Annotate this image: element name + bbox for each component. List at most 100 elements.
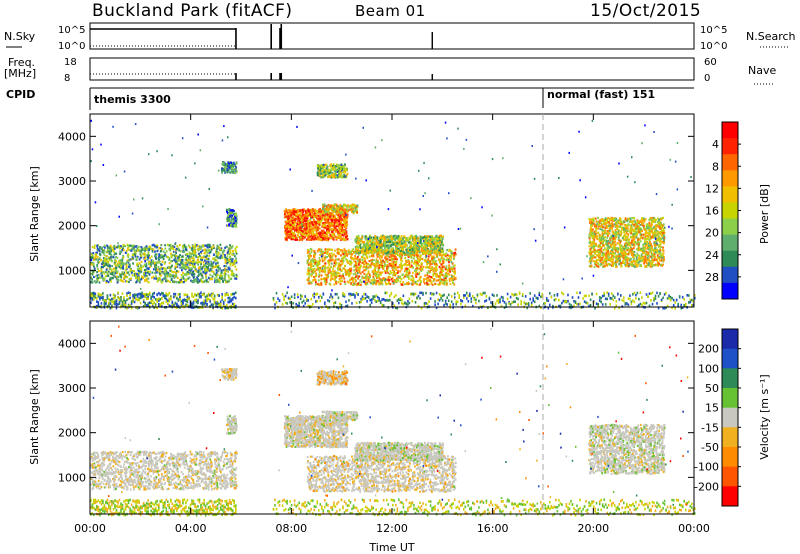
scatter-cell: [543, 302, 545, 306]
scatter-cell: [335, 225, 338, 228]
scatter-cell: [293, 233, 296, 236]
scatter-cell: [168, 249, 171, 252]
scatter-cell: [312, 294, 314, 297]
scatter-cell: [284, 209, 287, 212]
scatter-cell: [212, 270, 215, 273]
scatter-cell: [117, 279, 120, 282]
scatter-cell: [148, 260, 151, 263]
scatter-cell: [142, 252, 145, 255]
scatter-cell: [178, 255, 180, 258]
scatter-cell: [196, 280, 199, 283]
scatter-cell: [330, 294, 332, 298]
scatter-cell: [225, 170, 227, 173]
scatter-cell: [326, 235, 329, 238]
scatter-cell: [346, 238, 349, 241]
scatter-cell: [108, 297, 110, 301]
scatter-cell: [309, 229, 311, 232]
scatter-cell: [621, 298, 624, 302]
scatter-cell: [205, 255, 207, 258]
scatter-cell: [91, 298, 94, 301]
scatter-cell: [202, 244, 204, 247]
scatter-cell: [219, 256, 222, 259]
scatter-cell: [213, 246, 215, 249]
scatter-cell: [636, 291, 639, 295]
scatter-cell: [96, 280, 98, 283]
scatter-cell: [402, 302, 405, 306]
scatter-cell: [220, 269, 223, 272]
freq-tick-bottom: 8: [64, 73, 70, 84]
scatter-cell: [205, 244, 208, 247]
scatter-cell: [228, 300, 231, 304]
scatter-cell: [298, 228, 301, 231]
scatter-cell: [103, 272, 106, 275]
scatter-cell: [133, 270, 135, 273]
scatter-cell: [138, 292, 140, 296]
scatter-cell: [319, 266, 322, 270]
scatter-cell: [351, 302, 353, 305]
scatter-cell: [466, 291, 468, 295]
scatter-cell: [511, 301, 513, 304]
scatter-cell: [159, 293, 162, 296]
scatter-cell: [328, 231, 331, 235]
scatter-cell: [408, 260, 410, 263]
scatter-cell: [312, 218, 315, 221]
scatter-cell: [217, 251, 220, 254]
scatter-cell: [176, 263, 179, 266]
scatter-cell: [125, 264, 128, 267]
scatter-cell: [158, 271, 161, 274]
scatter-cell: [574, 300, 577, 303]
scatter-cell: [286, 215, 289, 218]
scatter-cell: [346, 208, 349, 211]
scatter-cell: [228, 250, 231, 253]
scatter-cell: [227, 293, 229, 297]
scatter-cell: [133, 300, 136, 304]
scatter-cell: [163, 270, 166, 273]
scatter-cell: [338, 272, 341, 275]
scatter-cell: [207, 276, 210, 279]
scatter-cell: [227, 250, 230, 253]
scatter-cell: [191, 267, 193, 270]
scatter-cell: [154, 255, 156, 258]
scatter-cell: [318, 223, 321, 226]
scatter-cell: [183, 250, 185, 253]
noise-panel-frame: [89, 22, 695, 50]
scatter-cell: [456, 291, 459, 295]
scatter-cell: [163, 267, 166, 270]
scatter-cell: [209, 273, 212, 276]
scatter-cell: [680, 303, 682, 307]
scatter-cell: [335, 228, 338, 231]
scatter-cell: [173, 295, 175, 299]
date-label: 15/Oct/2015: [590, 1, 701, 21]
scatter-cell: [183, 293, 186, 297]
scatter-cell: [227, 276, 230, 279]
scatter-cell: [284, 237, 287, 240]
scatter-cell: [164, 273, 167, 276]
scatter-cell: [315, 293, 317, 296]
scatter-cell: [109, 272, 112, 275]
scatter-cell: [334, 249, 336, 252]
scatter-cell: [467, 300, 470, 303]
scatter-cell: [334, 228, 336, 232]
scatter-cell: [689, 298, 692, 302]
scatter-cell: [188, 244, 190, 247]
scatter-cell: [180, 273, 183, 277]
scatter-cell: [128, 248, 131, 251]
scatter-cell: [601, 303, 604, 306]
scatter-cell: [224, 259, 227, 262]
scatter-cell: [130, 249, 133, 252]
scatter-cell: [204, 244, 207, 247]
scatter-cell: [158, 291, 160, 295]
scatter-cell: [211, 266, 214, 269]
scatter-cell: [506, 297, 509, 301]
scatter-cell: [223, 278, 226, 281]
scatter-cell: [196, 271, 199, 274]
scatter-cell: [520, 302, 522, 306]
scatter-cell: [203, 299, 205, 303]
scatter-cell: [233, 222, 235, 225]
scatter-cell: [101, 276, 104, 280]
scatter-cell: [367, 270, 370, 273]
scatter-cell: [176, 297, 178, 300]
scatter-cell: [115, 268, 117, 271]
scatter-cell: [207, 281, 210, 284]
scatter-cell: [109, 252, 112, 255]
